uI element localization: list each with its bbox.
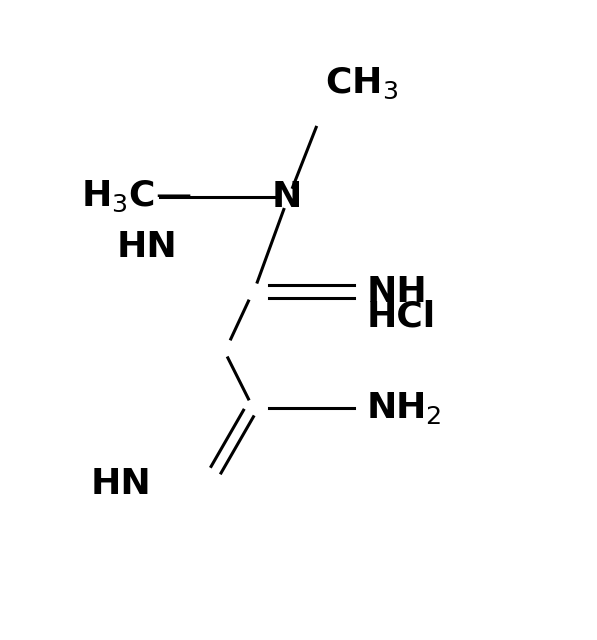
Text: N: N [272, 180, 302, 214]
Text: HCl: HCl [366, 300, 435, 334]
Text: NH: NH [366, 275, 427, 308]
Text: CH$_3$: CH$_3$ [325, 65, 398, 100]
Text: H$_3$C—: H$_3$C— [81, 179, 191, 214]
Text: HN: HN [91, 467, 151, 501]
Text: NH$_2$: NH$_2$ [366, 390, 442, 426]
Text: HN: HN [117, 230, 178, 264]
